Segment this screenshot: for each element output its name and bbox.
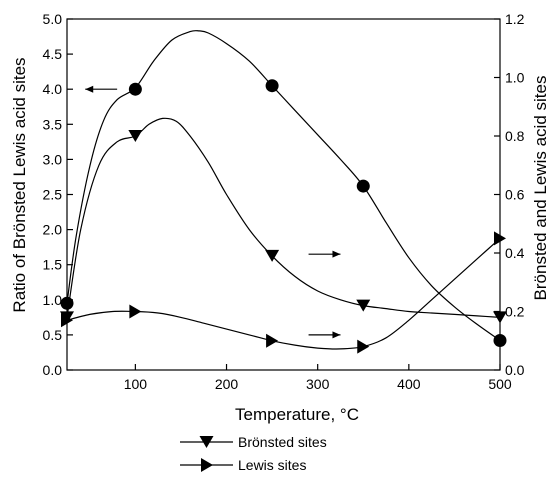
legend-item-lewis: Lewis sites: [180, 457, 306, 473]
x-tick-label: 100: [124, 376, 148, 392]
data-point-ratio: [265, 79, 279, 93]
legend-label-lewis: Lewis sites: [238, 457, 306, 473]
data-point-lewis: [129, 304, 142, 319]
arrow-annotation: [85, 85, 118, 93]
data-point-lewis: [494, 231, 506, 246]
y-left-tick-label: 3.0: [43, 151, 63, 167]
data-point-ratio: [60, 296, 74, 310]
x-tick-label: 200: [215, 376, 239, 392]
y-axis-left: 0.0 0.5 1.0 1.5 2.0 2.5 3.0 3.5 4.0 4.5 5.0: [43, 11, 73, 378]
data-point-ratio: [356, 179, 370, 193]
data-point-lewis: [266, 333, 279, 348]
data-point-bronsted: [265, 249, 280, 262]
y-axis-right: 0.0 0.2 0.4 0.6 0.8 1.0 1.2: [494, 11, 525, 378]
arrow-right-icon: [332, 250, 341, 258]
series-line-bronsted: [66, 117, 501, 318]
plot-border: [66, 18, 501, 371]
y-left-tick-label: 4.0: [43, 81, 63, 97]
y-left-tick-label: 4.5: [43, 46, 63, 62]
arrow-annotation: [308, 250, 341, 258]
data-point-bronsted: [356, 299, 371, 312]
plot-frame: [66, 18, 501, 371]
y-right-tick-label: 0.0: [505, 362, 525, 378]
legend-item-bronsted: Brönsted sites: [180, 434, 327, 450]
legend: Brönsted sites Lewis sites: [180, 434, 327, 473]
legend-label-bronsted: Brönsted sites: [238, 434, 327, 450]
y-right-tick-label: 0.4: [505, 245, 525, 261]
y-axis-left-label: Ratio of Brönsted Lewis acid sites: [10, 57, 29, 312]
data-point-ratio: [128, 82, 142, 96]
arrow-annotation: [308, 331, 341, 339]
arrow-right-icon: [332, 331, 341, 339]
triangle-down-icon: [199, 436, 214, 448]
x-tick-label: 500: [488, 376, 512, 392]
arrow-left-icon: [85, 85, 94, 93]
y-right-tick-label: 1.0: [505, 70, 525, 86]
series-layer: [60, 30, 507, 354]
y-left-tick-label: 2.5: [43, 187, 63, 203]
y-right-tick-label: 0.2: [505, 304, 525, 320]
annotations: [85, 85, 341, 339]
y-left-tick-label: 1.5: [43, 257, 63, 273]
data-point-bronsted: [493, 311, 507, 324]
y-left-tick-label: 5.0: [43, 11, 63, 27]
x-tick-label: 300: [306, 376, 330, 392]
x-axis: 100 200 300 400 500: [124, 364, 512, 392]
y-right-tick-label: 1.2: [505, 11, 525, 27]
data-point-ratio: [493, 334, 507, 348]
data-point-bronsted: [128, 130, 143, 142]
series-lewis: [61, 231, 506, 354]
series-ratio: [60, 30, 507, 348]
y-left-tick-label: 3.5: [43, 116, 63, 132]
y-left-tick-label: 2.0: [43, 222, 63, 238]
y-right-tick-label: 0.8: [505, 128, 525, 144]
data-point-lewis: [61, 313, 73, 328]
y-left-tick-label: 0.5: [43, 327, 63, 343]
y-left-tick-label: 0.0: [43, 362, 63, 378]
y-left-tick-label: 1.0: [43, 292, 63, 308]
y-axis-right-label: Brönsted and Lewis acid sites: [531, 76, 550, 301]
data-point-lewis: [357, 339, 370, 354]
triangle-right-icon: [201, 458, 213, 472]
series-line-ratio: [66, 30, 501, 341]
x-axis-label: Temperature, °C: [235, 405, 359, 424]
y-right-tick-label: 0.6: [505, 187, 525, 203]
series-line-lewis: [66, 237, 501, 350]
x-tick-label: 400: [397, 376, 421, 392]
